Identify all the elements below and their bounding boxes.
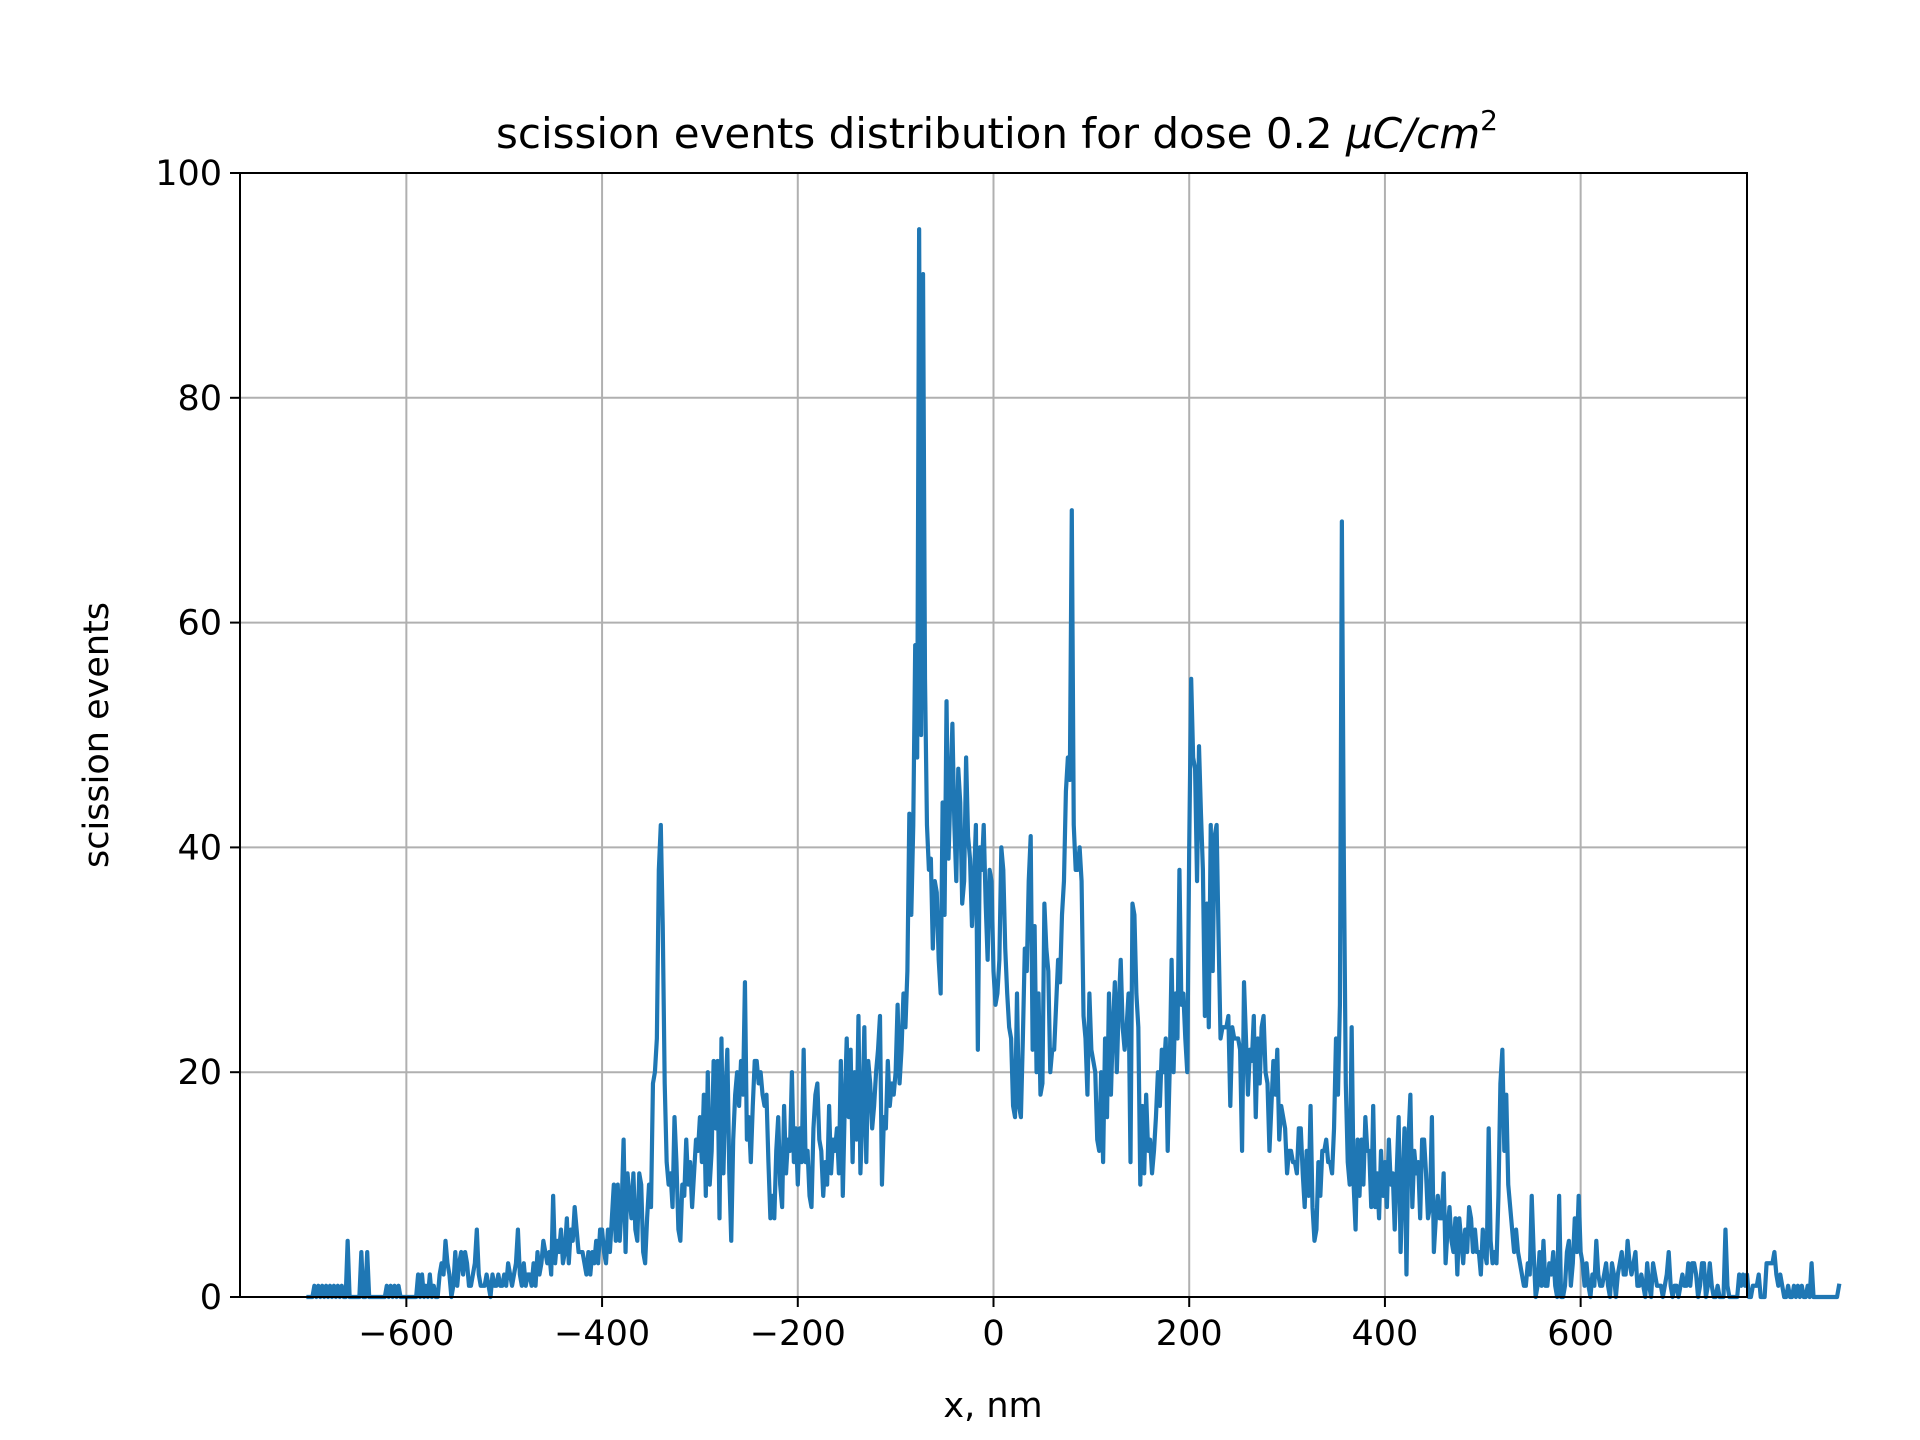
- x-tick-label: 600: [1547, 1314, 1614, 1354]
- x-tick-label: −600: [358, 1314, 454, 1354]
- chart-title-superscript: 2: [1480, 104, 1498, 137]
- x-axis-ticks: −600 −400 −200 0 200 400 600: [358, 1297, 1614, 1354]
- y-tick-label: 0: [200, 1278, 222, 1318]
- x-tick-label: −200: [750, 1314, 846, 1354]
- chart-title-text: scission events distribution for dose 0.…: [496, 109, 1346, 158]
- x-tick-label: 200: [1156, 1314, 1223, 1354]
- plot-area: [306, 227, 1842, 1300]
- chart-title: scission events distribution for dose 0.…: [496, 104, 1498, 158]
- y-tick-label: 60: [177, 604, 222, 644]
- y-tick-label: 80: [177, 379, 222, 419]
- y-tick-label: 20: [177, 1053, 222, 1093]
- x-tick-label: 400: [1352, 1314, 1419, 1354]
- y-tick-label: 100: [155, 154, 222, 194]
- series-line: [306, 227, 1842, 1300]
- x-axis-label: x, nm: [943, 1386, 1042, 1426]
- y-axis-label: scission events: [77, 602, 117, 868]
- y-tick-label: 40: [177, 828, 222, 868]
- x-tick-label: −400: [554, 1314, 650, 1354]
- y-axis-ticks: 0 20 40 60 80 100: [155, 154, 240, 1318]
- chart-title-math: μC/cm: [1345, 109, 1480, 158]
- x-tick-label: 0: [982, 1314, 1004, 1354]
